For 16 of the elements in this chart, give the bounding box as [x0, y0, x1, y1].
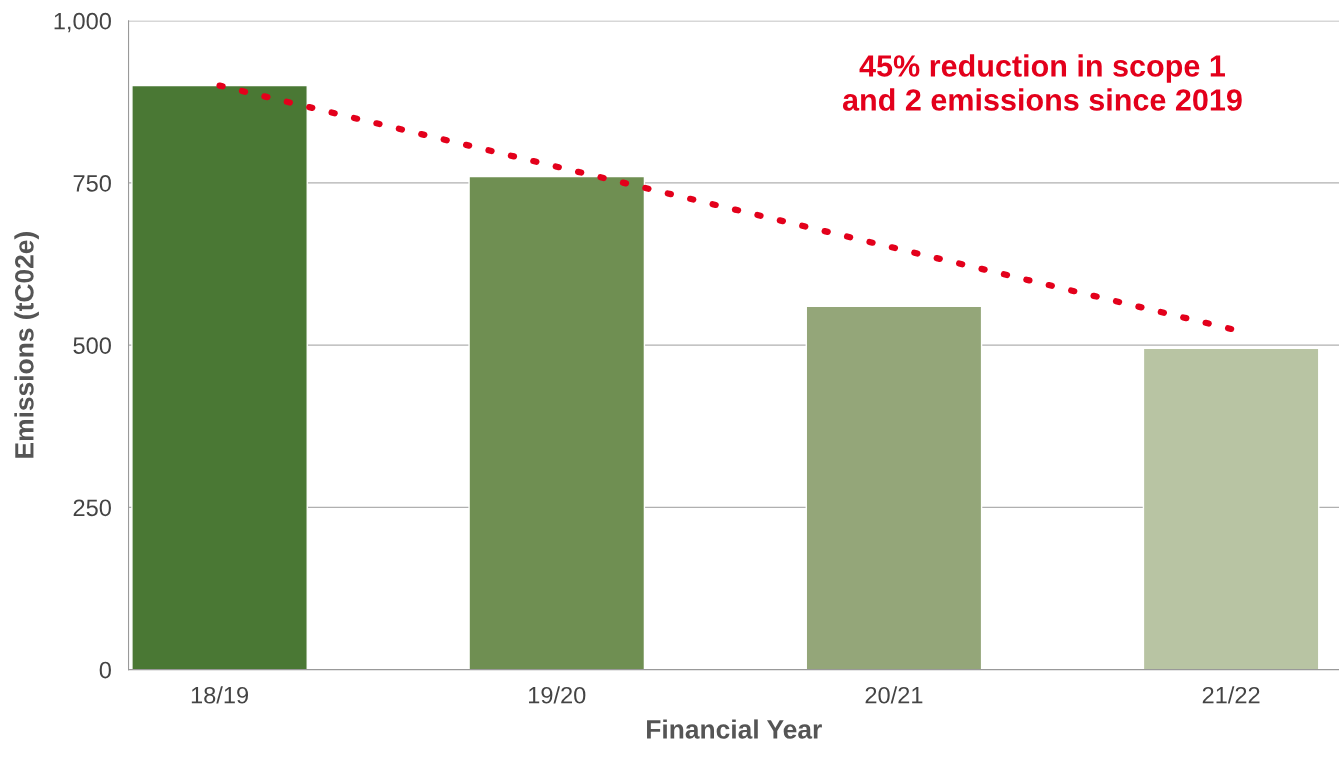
x-tick-label: 18/19	[191, 686, 249, 704]
bar	[1142, 347, 1320, 670]
annotation: 45% reduction in scope 1 and 2 emissions since 2019	[842, 54, 1242, 111]
y-tick-label: 750	[73, 175, 111, 192]
x-axis-title: Financial Year	[647, 719, 822, 739]
y-tick-label: 250	[73, 499, 111, 517]
bar	[468, 175, 646, 670]
bar	[131, 84, 308, 670]
bar	[805, 305, 983, 670]
x-tick-label: 21/22	[1202, 686, 1260, 704]
x-tick-label: 20/21	[865, 686, 923, 704]
y-tick-label: 500	[73, 337, 111, 354]
x-tick-label: 19/20	[529, 686, 586, 704]
y-tick-label: 1,000	[54, 12, 111, 33]
y-axis-title: Emissions (tC02e)	[14, 232, 39, 458]
y-tick-label: 0	[99, 661, 111, 679]
